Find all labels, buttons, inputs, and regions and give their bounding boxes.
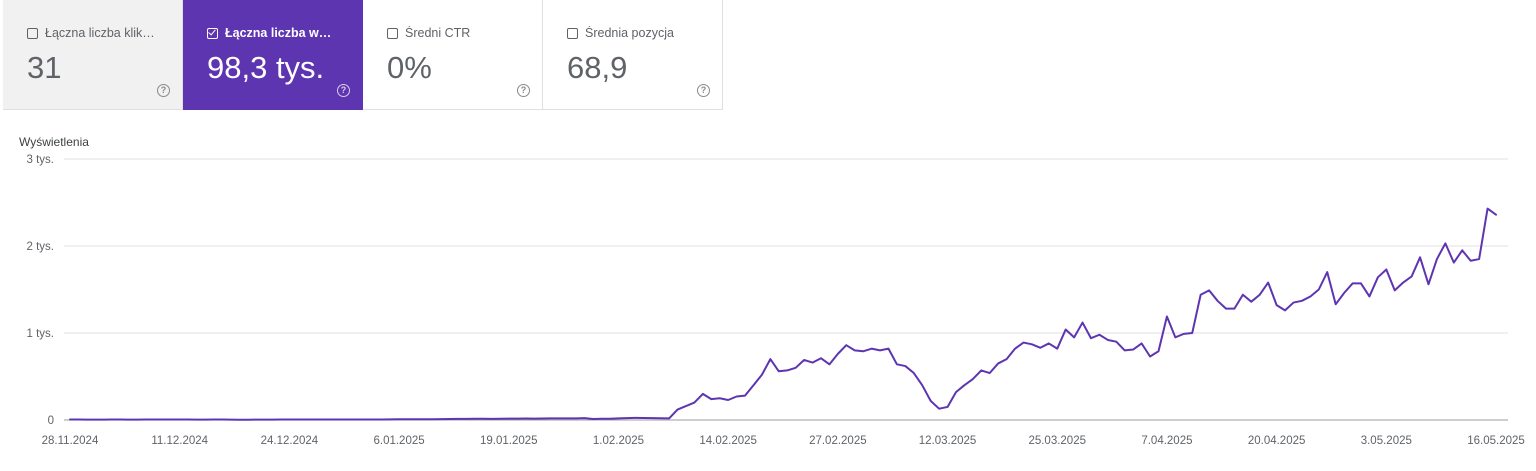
help-icon[interactable]: ? <box>517 84 530 97</box>
help-icon[interactable]: ? <box>697 84 710 97</box>
checkbox-unchecked-icon[interactable] <box>567 27 578 39</box>
metric-card-impressions-toggle[interactable]: Łączna liczba wyświetleń <box>207 26 347 40</box>
x-tick-label: 1.02.2025 <box>593 435 644 447</box>
checkbox-unchecked-icon[interactable] <box>387 27 398 39</box>
metric-cards: Łączna liczba kliknięć 31 ? Łączna liczb… <box>3 0 723 110</box>
metric-label: Średnia pozycja <box>585 26 674 40</box>
x-tick-label: 25.03.2025 <box>1028 435 1086 447</box>
metric-card-impressions[interactable]: Łączna liczba wyświetleń 98,3 tys. ? <box>183 0 363 110</box>
metric-label: Średni CTR <box>405 26 471 40</box>
metric-card-position-toggle[interactable]: Średnia pozycja <box>567 26 707 40</box>
x-tick-label: 11.12.2024 <box>151 435 208 447</box>
x-tick-label: 7.04.2025 <box>1141 435 1192 447</box>
y-tick-label: 0 <box>48 415 54 427</box>
metric-card-position[interactable]: Średnia pozycja 68,9 ? <box>543 0 723 110</box>
x-tick-label: 14.02.2025 <box>699 435 757 447</box>
x-tick-label: 19.01.2025 <box>480 435 538 447</box>
metric-card-clicks[interactable]: Łączna liczba kliknięć 31 ? <box>3 0 183 110</box>
impressions-series-line <box>69 207 1497 421</box>
metric-card-clicks-toggle[interactable]: Łączna liczba kliknięć <box>27 26 167 40</box>
metric-label: Łączna liczba kliknięć <box>45 26 157 40</box>
x-tick-label: 3.05.2025 <box>1361 435 1412 447</box>
x-tick-label: 27.02.2025 <box>809 435 867 447</box>
metric-card-ctr-toggle[interactable]: Średni CTR <box>387 26 527 40</box>
metric-value: 68,9 <box>567 50 628 85</box>
x-tick-label: 28.11.2024 <box>42 435 99 447</box>
x-tick-label: 16.05.2025 <box>1467 435 1525 447</box>
y-tick-label: 2 tys. <box>27 241 54 253</box>
y-tick-label: 1 tys. <box>27 328 54 340</box>
x-tick-label: 24.12.2024 <box>261 435 319 447</box>
help-icon[interactable]: ? <box>337 84 350 97</box>
metric-value: 31 <box>27 50 62 85</box>
checkbox-checked-icon[interactable] <box>207 27 218 39</box>
help-icon[interactable]: ? <box>157 84 170 97</box>
checkmark-icon <box>208 27 216 35</box>
metric-card-ctr[interactable]: Średni CTR 0% ? <box>363 0 543 110</box>
chart-y-axis-title: Wyświetlenia <box>19 135 89 149</box>
impressions-line-chart: 0 1 tys. 2 tys. 3 tys. 28.11.2024 11.12.2024 2… <box>27 154 1525 447</box>
metric-value: 98,3 tys. <box>207 50 325 85</box>
y-tick-label: 3 tys. <box>27 154 54 166</box>
x-tick-label: 12.03.2025 <box>919 435 977 447</box>
metric-label: Łączna liczba wyświetleń <box>225 26 337 40</box>
x-tick-label: 20.04.2025 <box>1248 435 1306 447</box>
checkbox-unchecked-icon[interactable] <box>27 27 38 39</box>
x-tick-label: 6.01.2025 <box>373 435 424 447</box>
metric-value: 0% <box>387 50 432 85</box>
